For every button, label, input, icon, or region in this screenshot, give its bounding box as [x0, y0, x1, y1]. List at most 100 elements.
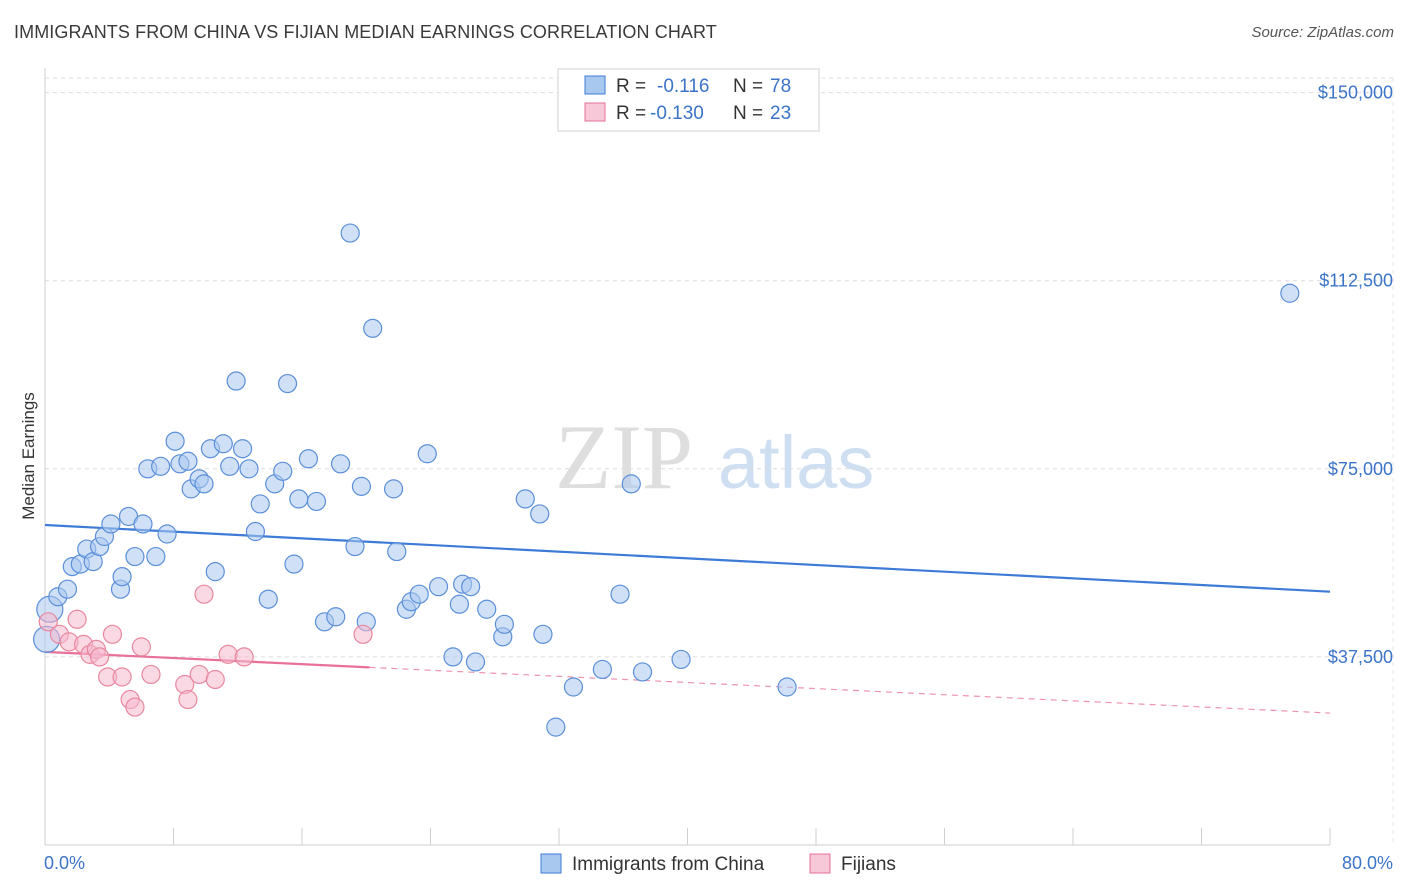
point-china-10 [101, 514, 121, 534]
watermark: ZIP atlas [555, 406, 874, 508]
point-fijians-22 [353, 624, 373, 644]
point-fijians-21 [234, 647, 254, 667]
point-china-44 [326, 607, 346, 627]
point-china-41 [298, 449, 319, 469]
point-fijians-17 [189, 664, 209, 685]
bottom-legend: Immigrants from China Fijians [540, 853, 896, 875]
point-china-18 [151, 456, 171, 476]
point-fijians-9 [102, 624, 123, 644]
point-china-69 [546, 717, 566, 737]
point-china-67 [530, 504, 550, 524]
point-china-74 [632, 662, 653, 682]
point-china-57 [428, 577, 449, 597]
bottom-legend-label-fijians: Fijians [841, 854, 896, 875]
point-fijians-7 [90, 647, 110, 667]
point-china-48 [351, 476, 372, 496]
point-china-39 [284, 554, 304, 574]
y-tick-labels: $37,500 $75,000 $112,500 $150,000 [1318, 83, 1393, 667]
point-china-14 [125, 546, 145, 567]
point-fijians-14 [141, 664, 161, 685]
point-fijians-3 [67, 609, 87, 629]
point-china-55 [409, 584, 429, 604]
point-fijians-10 [112, 667, 132, 687]
legend-n-label-fijians: N = [733, 103, 763, 124]
regression-line-china [44, 523, 1331, 593]
point-fijians-13 [131, 637, 151, 657]
point-china-15 [133, 514, 153, 534]
point-china-42 [306, 491, 327, 512]
point-china-66 [515, 489, 535, 509]
point-china-46 [340, 223, 360, 243]
y-tick-label-1: $75,000 [1328, 459, 1393, 479]
point-china-40 [289, 489, 309, 509]
chart-title: IMMIGRANTS FROM CHINA VS FIJIAN MEDIAN E… [14, 22, 717, 42]
data-points [33, 223, 1300, 737]
point-china-62 [465, 652, 486, 672]
point-china-19 [157, 524, 177, 544]
point-china-73 [621, 474, 641, 494]
point-china-37 [273, 461, 293, 481]
point-china-58 [443, 647, 463, 667]
point-china-17 [146, 546, 166, 567]
point-china-65 [494, 614, 514, 634]
y-tick-label-3: $150,000 [1318, 83, 1393, 103]
point-china-51 [383, 479, 404, 499]
x-tick-label-1: 80.0% [1342, 853, 1393, 873]
point-china-33 [245, 521, 266, 542]
bottom-legend-swatch-fijians [809, 853, 831, 874]
point-china-72 [610, 584, 630, 604]
point-china-52 [387, 541, 407, 562]
legend-r-label-fijians: R = [616, 103, 646, 124]
x-tick-labels: 0.0% 80.0% [44, 853, 1393, 873]
point-china-27 [205, 562, 225, 582]
point-china-22 [178, 451, 198, 471]
point-china-45 [330, 454, 351, 474]
legend-n-label-china: N = [733, 76, 763, 97]
point-china-63 [477, 599, 497, 619]
point-china-75 [671, 649, 691, 670]
point-china-35 [258, 589, 278, 609]
legend-r-label-china: R = [616, 76, 646, 97]
point-china-70 [563, 677, 584, 697]
point-fijians-18 [194, 584, 214, 604]
legend: R = -0.116 N = 78 R = -0.130 N = 23 [557, 68, 820, 132]
point-china-12 [112, 567, 132, 587]
axes [44, 68, 1394, 846]
point-china-59 [449, 594, 470, 614]
point-fijians-16 [178, 689, 198, 710]
point-china-77 [1280, 283, 1300, 303]
source-credit: Source: ZipAtlas.com [1251, 24, 1394, 41]
legend-r-value-fijians: -0.130 [650, 103, 704, 124]
point-china-50 [363, 318, 383, 338]
legend-n-value-china: 78 [770, 76, 791, 97]
point-china-29 [220, 456, 240, 476]
point-china-3 [57, 579, 78, 599]
regression-line-fijians-dashed [369, 666, 1331, 714]
point-china-32 [239, 459, 259, 479]
legend-r-value-china: -0.116 [657, 76, 709, 97]
point-china-25 [194, 474, 214, 494]
bottom-legend-label-china: Immigrants from China [572, 854, 765, 875]
point-fijians-20 [218, 644, 238, 664]
x-tick-label-0: 0.0% [44, 853, 85, 873]
gridlines [45, 77, 1393, 658]
point-china-68 [533, 624, 553, 644]
point-fijians-19 [205, 669, 225, 690]
legend-n-value-fijians: 23 [770, 103, 791, 124]
point-china-61 [461, 577, 481, 597]
point-china-30 [226, 371, 246, 391]
point-fijians-0 [38, 612, 58, 632]
regression-lines [44, 523, 1331, 714]
point-china-76 [777, 677, 797, 697]
point-china-56 [417, 444, 437, 464]
bottom-legend-swatch-china [540, 853, 562, 874]
point-china-28 [213, 434, 233, 454]
point-china-47 [345, 536, 365, 557]
point-china-34 [250, 494, 270, 514]
y-axis-label: Median Earnings [19, 392, 38, 520]
watermark-atlas: atlas [718, 421, 874, 504]
point-china-38 [277, 373, 298, 394]
y-tick-label-0: $37,500 [1328, 647, 1393, 667]
point-fijians-12 [125, 697, 145, 717]
